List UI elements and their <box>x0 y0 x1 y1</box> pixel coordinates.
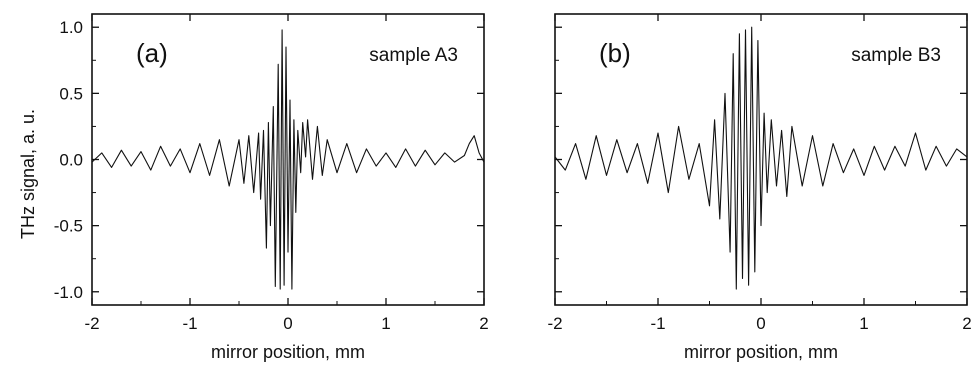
y-axis-label: THz signal, a. u. <box>18 109 38 239</box>
panel-a-x-tick-label: -2 <box>84 314 99 333</box>
panel-a-y-tick-label: 0.5 <box>59 84 83 103</box>
panel-a-sample-label: sample A3 <box>369 45 458 66</box>
panel-a-y-tick-label: 1.0 <box>59 18 83 37</box>
panel-b-x-tick-label: 0 <box>756 314 765 333</box>
panel-a-y-tick-label: -0.5 <box>54 217 83 236</box>
panel-b-x-tick-label: 1 <box>859 314 868 333</box>
panel-b-signal-line <box>554 26 968 290</box>
panel-a-tag: (a) <box>136 38 168 68</box>
panel-b-x-axis-label: mirror position, mm <box>684 342 838 362</box>
panel-a-x-axis-label: mirror position, mm <box>211 342 365 362</box>
panel-a-x-tick-label: 2 <box>479 314 488 333</box>
panel-b-x-tick-label: -2 <box>547 314 562 333</box>
panel-a-y-tick-label: 0.0 <box>59 151 83 170</box>
panel-b-sample-label: sample B3 <box>851 45 941 66</box>
panel-b-x-tick-label: -1 <box>650 314 665 333</box>
panel-a-x-tick-label: 1 <box>381 314 390 333</box>
panel-a-y-tick-label: -1.0 <box>54 283 83 302</box>
panel-a-chart: -2 -1 0 1 2 1.0 0.5 0.0 -0.5 -1.0 (a) sample A3 mirr… <box>54 13 489 362</box>
panel-b-x-tick-label: 2 <box>962 314 971 333</box>
panel-b-tag: (b) <box>599 38 631 68</box>
panel-b-chart: -2 -1 0 1 2 (b) sample B3 mirror position, mm <box>547 13 972 362</box>
panel-a-x-tick-label: 0 <box>283 314 292 333</box>
panel-a-x-tick-label: -1 <box>182 314 197 333</box>
panel-a-signal-line <box>91 29 485 290</box>
